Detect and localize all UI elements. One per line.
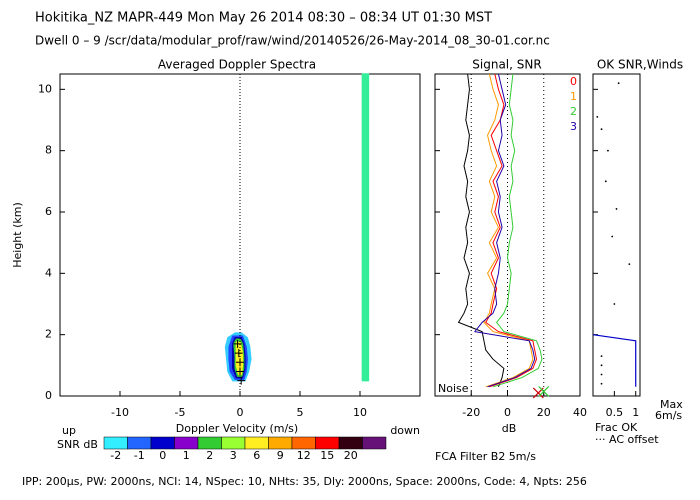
snr-line xyxy=(485,73,538,388)
y-tick-label: 6 xyxy=(45,205,52,218)
colorbar-swatch xyxy=(291,436,316,450)
panel-title: Averaged Doppler Spectra xyxy=(158,58,316,72)
colorbar-tick-label: 0 xyxy=(159,449,166,462)
x-tick-label: 0 xyxy=(504,406,511,419)
ac-offset-dot xyxy=(613,303,616,305)
parameters: IPP: 200μs, PW: 2000ns, NCI: 14, NSpec: … xyxy=(22,475,587,488)
colorbar-swatch xyxy=(174,436,199,450)
ac-offset-dot xyxy=(596,116,599,118)
x-tick-label: 5 xyxy=(297,406,304,419)
ac-offset-dot xyxy=(615,208,618,210)
colorbar-tick-label: -2 xyxy=(110,449,121,462)
y-tick-label: 2 xyxy=(45,328,52,341)
snr-line xyxy=(483,73,534,388)
colorbar-label: SNR dB xyxy=(57,438,98,451)
frac-ok-line xyxy=(592,334,637,387)
peak-marker xyxy=(236,358,244,367)
wind-note: Max xyxy=(660,398,683,411)
peak-marker xyxy=(236,367,244,376)
legend-label: ··· AC offset xyxy=(595,433,659,446)
axis-note: down xyxy=(390,424,420,437)
colorbar-tick-label: 6 xyxy=(253,449,260,462)
legend-label: 1 xyxy=(570,90,577,103)
header-line: Dwell 0 – 9 /scr/data/modular_prof/raw/w… xyxy=(35,34,550,48)
y-tick-label: 0 xyxy=(45,389,52,402)
header-line: Hokitika_NZ MAPR-449 Mon May 26 2014 08:… xyxy=(35,11,492,26)
legend-label: Frac OK xyxy=(595,421,638,434)
y-tick-label: 8 xyxy=(45,144,52,157)
x-tick-label: 0.5 xyxy=(606,406,624,419)
colorbar-swatch xyxy=(197,436,222,450)
x-tick-label: 40 xyxy=(573,406,587,419)
x-marker xyxy=(538,385,550,397)
peak-marker xyxy=(233,339,242,348)
colorbar-swatch xyxy=(221,436,246,450)
legend-label: 2 xyxy=(570,105,577,118)
colorbar-tick-label: 15 xyxy=(320,449,334,462)
ac-offset-dot xyxy=(611,235,614,238)
peak-marker xyxy=(237,376,246,385)
y-tick-label: 10 xyxy=(38,82,52,95)
peak-marker xyxy=(234,349,243,358)
colorbar-tick-label: 20 xyxy=(344,449,358,462)
ac-offset-dot xyxy=(600,364,603,367)
colorbar-swatch xyxy=(338,436,363,450)
legend-label: Noise xyxy=(438,382,469,395)
colorbar-tick-label: 1 xyxy=(183,449,190,462)
x-tick-label: -5 xyxy=(175,406,186,419)
colorbar-swatch xyxy=(127,436,152,450)
colorbar-swatch xyxy=(268,436,293,450)
x-tick-label: 10 xyxy=(353,406,367,419)
ac-offset-dot xyxy=(600,373,603,376)
snr-line xyxy=(492,73,543,388)
colorbar-swatch xyxy=(244,436,269,450)
colorbar-tick-label: 9 xyxy=(277,449,284,462)
panel-title: Signal, SNR xyxy=(472,58,541,72)
legend-label: 0 xyxy=(570,75,577,88)
x-tick-label: -20 xyxy=(462,406,480,419)
legend-label: 3 xyxy=(570,120,577,133)
y-axis-label: Height (km) xyxy=(11,202,24,268)
ac-offset-dot xyxy=(600,382,603,385)
axis-note: up xyxy=(62,424,76,437)
colorbar-swatch xyxy=(315,436,340,450)
x-axis-label: Doppler Velocity (m/s) xyxy=(176,422,298,435)
panel-title: OK SNR,Winds xyxy=(597,58,683,72)
colorbar-swatch xyxy=(150,436,175,450)
x-tick-label: -10 xyxy=(111,406,129,419)
x-tick-label: 0 xyxy=(237,406,244,419)
x-axis-label: dB xyxy=(502,422,517,435)
ac-offset-dot xyxy=(628,263,631,266)
colorbar-tick-label: -1 xyxy=(134,449,145,462)
colorbar-tick-label: 3 xyxy=(230,449,237,462)
ac-offset-dot xyxy=(600,355,603,358)
colorbar-swatch xyxy=(103,436,128,450)
x-tick-label: 1 xyxy=(632,406,639,419)
ac-offset-dot xyxy=(604,180,607,183)
x-tick-label: 20 xyxy=(537,406,551,419)
panel-frame xyxy=(592,73,641,397)
spectral-region xyxy=(361,73,370,382)
wind-note: 6m/s xyxy=(655,409,682,422)
y-tick-label: 4 xyxy=(45,266,52,279)
filter-note: FCA Filter B2 5m/s xyxy=(435,450,536,463)
colorbar-tick-label: 2 xyxy=(206,449,213,462)
ac-offset-dot xyxy=(607,149,609,152)
colorbar-tick-label: 12 xyxy=(297,449,311,462)
noise-line xyxy=(457,73,505,387)
colorbar-swatch xyxy=(362,436,387,450)
snr-line xyxy=(473,73,536,388)
ac-offset-dot xyxy=(600,128,603,131)
ac-offset-dot xyxy=(617,82,620,85)
